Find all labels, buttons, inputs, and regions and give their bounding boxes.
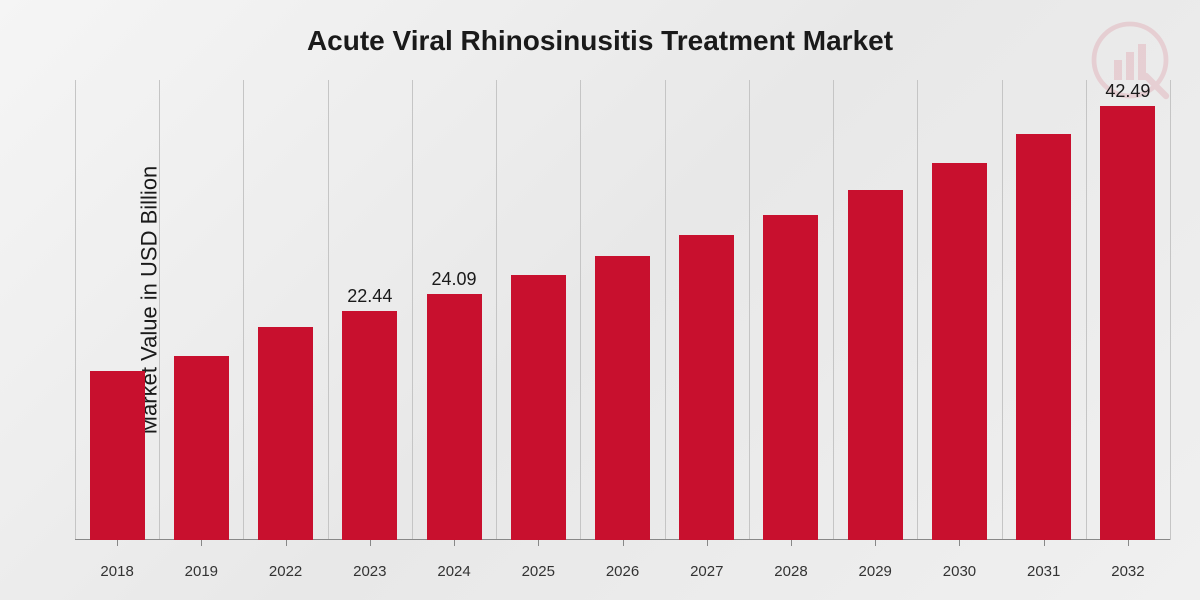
x-tick [538, 540, 539, 546]
x-tick [286, 540, 287, 546]
bar [90, 371, 145, 540]
bar-group [580, 80, 664, 540]
x-tick [1128, 540, 1129, 546]
plot-area: 22.44 24.09 42.49 [75, 80, 1170, 540]
chart-container: Acute Viral Rhinosinusitis Treatment Mar… [0, 0, 1200, 600]
grid-line [1170, 80, 1171, 540]
bar: 24.09 [427, 294, 482, 540]
bar-group: 42.49 [1086, 80, 1170, 540]
bar-group [159, 80, 243, 540]
bar-value-label: 22.44 [347, 286, 392, 307]
x-axis-label: 2023 [328, 563, 412, 580]
x-tick [1044, 540, 1045, 546]
bar: 22.44 [342, 311, 397, 540]
x-axis-label: 2019 [159, 563, 243, 580]
x-tick [707, 540, 708, 546]
bar-group [1002, 80, 1086, 540]
bar-value-label: 42.49 [1105, 81, 1150, 102]
bar-group [665, 80, 749, 540]
x-tick [454, 540, 455, 546]
bar-value-label: 24.09 [432, 269, 477, 290]
bar [595, 256, 650, 540]
x-tick [959, 540, 960, 546]
bar [679, 235, 734, 540]
x-axis-label: 2031 [1002, 563, 1086, 580]
bar-group [75, 80, 159, 540]
bar-group [243, 80, 327, 540]
x-axis-label: 2024 [412, 563, 496, 580]
x-axis-label: 2032 [1086, 563, 1170, 580]
x-axis-label: 2028 [749, 563, 833, 580]
x-axis-label: 2026 [580, 563, 664, 580]
x-tick [623, 540, 624, 546]
bar-group [917, 80, 1001, 540]
x-axis-label: 2025 [496, 563, 580, 580]
bar [932, 163, 987, 540]
x-axis-label: 2022 [243, 563, 327, 580]
bar [848, 190, 903, 540]
x-axis-label: 2018 [75, 563, 159, 580]
bar-group [833, 80, 917, 540]
bar-group: 22.44 [328, 80, 412, 540]
x-axis-label: 2030 [917, 563, 1001, 580]
x-axis-label: 2027 [665, 563, 749, 580]
bar-group [749, 80, 833, 540]
x-axis-label: 2029 [833, 563, 917, 580]
bar: 42.49 [1100, 106, 1155, 540]
bar [174, 356, 229, 540]
chart-title: Acute Viral Rhinosinusitis Treatment Mar… [0, 0, 1200, 57]
bar-group [496, 80, 580, 540]
x-tick [875, 540, 876, 546]
bar [258, 327, 313, 540]
x-tick [791, 540, 792, 546]
x-tick [201, 540, 202, 546]
x-tick [370, 540, 371, 546]
x-tick [117, 540, 118, 546]
bar [763, 215, 818, 540]
bar [1016, 134, 1071, 540]
bars-wrapper: 22.44 24.09 42.49 [75, 80, 1170, 540]
bar-group: 24.09 [412, 80, 496, 540]
x-axis-labels: 2018201920222023202420252026202720282029… [75, 563, 1170, 580]
bar [511, 275, 566, 540]
